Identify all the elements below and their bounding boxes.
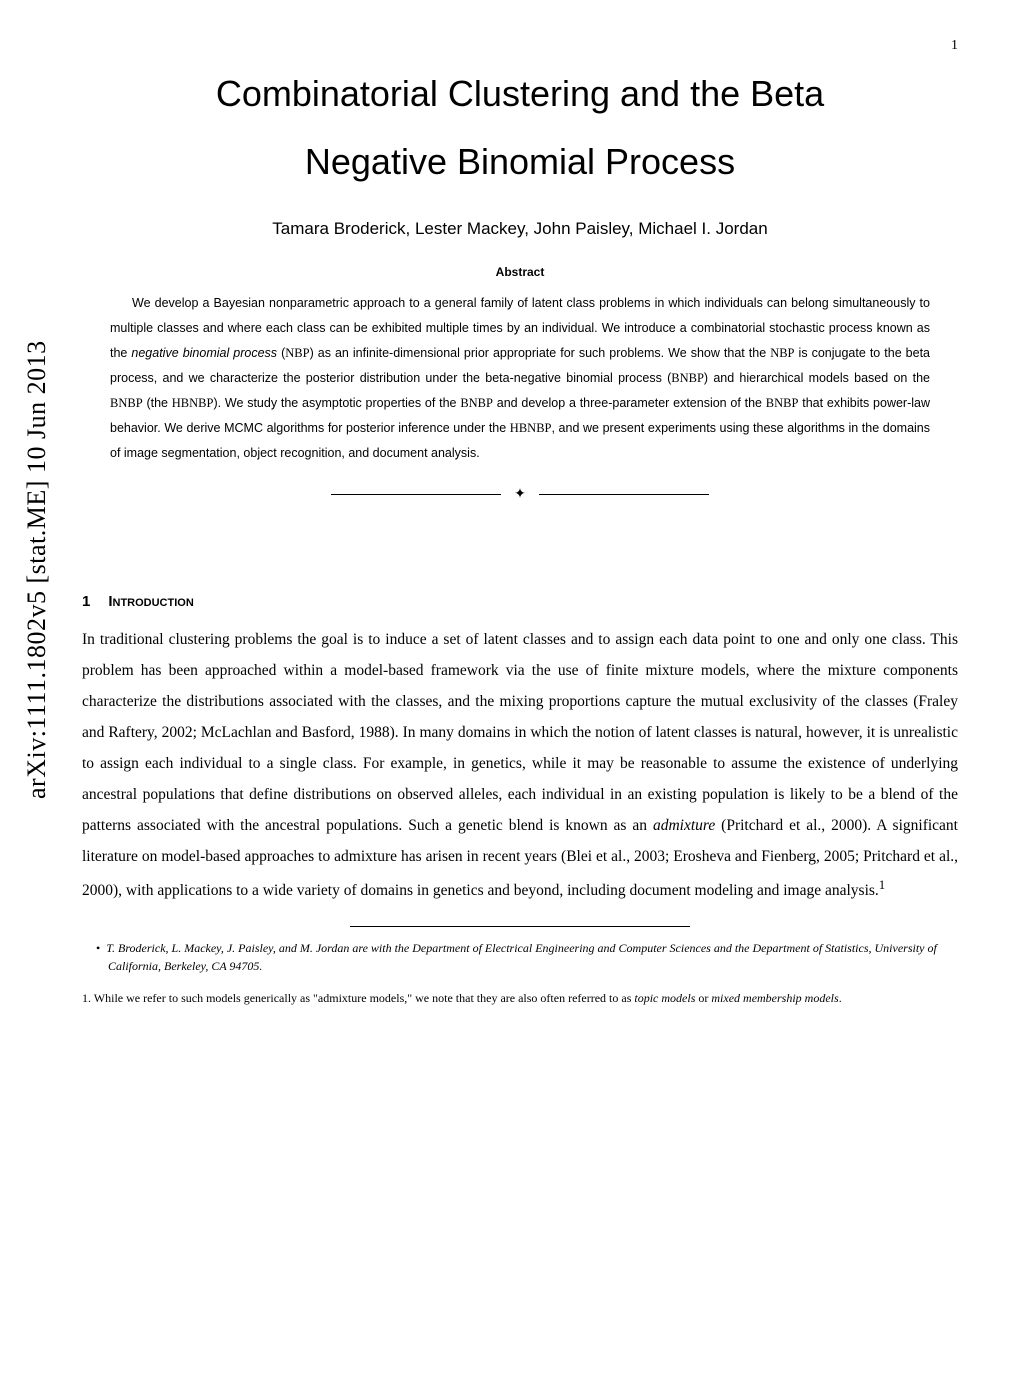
section-title: Introduction xyxy=(108,593,193,610)
abstract-text: (the xyxy=(143,396,172,410)
footnote-text: or xyxy=(695,991,711,1005)
abstract-acronym: HBNBP xyxy=(172,396,214,410)
separator-line xyxy=(331,494,501,495)
content-area: Combinatorial Clustering and the Beta Ne… xyxy=(82,60,958,1007)
abstract-text: ( xyxy=(277,346,285,360)
body-emphasis: admixture xyxy=(653,817,715,834)
title-line-2: Negative Binomial Process xyxy=(305,141,735,182)
footnote-marker: 1 xyxy=(879,877,885,892)
section-1-heading: 1 Introduction xyxy=(82,593,958,610)
section-number: 1 xyxy=(82,593,90,610)
separator-glyph: ✦ xyxy=(514,486,526,503)
abstract-body: We develop a Bayesian nonparametric appr… xyxy=(82,291,958,466)
abstract-acronym: BNBP xyxy=(671,371,704,385)
abstract-acronym: HBNBP xyxy=(510,421,552,435)
author-affiliation: • T. Broderick, L. Mackey, J. Paisley, an… xyxy=(82,939,958,975)
arxiv-identifier: arXiv:1111.1802v5 [stat.ME] 10 Jun 2013 xyxy=(22,340,52,799)
footnote-1: 1. While we refer to such models generic… xyxy=(82,989,958,1007)
footnote-emphasis: topic models xyxy=(634,991,695,1005)
abstract-text: ) and hierarchical models based on the xyxy=(704,371,930,385)
title-line-1: Combinatorial Clustering and the Beta xyxy=(216,73,824,114)
page-number: 1 xyxy=(951,38,958,54)
abstract-text: We develop a Bayesian nonparametric appr… xyxy=(132,296,763,310)
footnote-text: 1. While we refer to such models generic… xyxy=(82,991,634,1005)
abstract-text: and develop a three-parameter extension … xyxy=(493,396,766,410)
footnote-rule xyxy=(350,926,690,927)
introduction-paragraph: In traditional clustering problems the g… xyxy=(82,624,958,906)
authors-line: Tamara Broderick, Lester Mackey, John Pa… xyxy=(82,219,958,239)
abstract-heading: Abstract xyxy=(82,265,958,279)
bullet-icon: • xyxy=(96,941,100,955)
abstract-emphasis: negative binomial process xyxy=(131,346,277,360)
abstract-acronym: NBP xyxy=(770,346,794,360)
abstract-acronym: BNBP xyxy=(110,396,143,410)
paper-title: Combinatorial Clustering and the Beta Ne… xyxy=(82,60,958,197)
separator-line xyxy=(539,494,709,495)
footnote-text: . xyxy=(839,991,842,1005)
abstract-text: ). We study the asymptotic properties of… xyxy=(213,396,460,410)
separator: ✦ xyxy=(82,486,958,503)
body-text: In traditional clustering problems the g… xyxy=(82,631,958,834)
affiliation-text: T. Broderick, L. Mackey, J. Paisley, and… xyxy=(106,941,937,973)
footnote-emphasis: mixed membership models xyxy=(711,991,838,1005)
abstract-acronym: BNBP xyxy=(460,396,493,410)
footnotes-block: • T. Broderick, L. Mackey, J. Paisley, an… xyxy=(82,939,958,1007)
abstract-acronym: NBP xyxy=(285,346,309,360)
abstract-text: ) as an infinite-dimensional prior appro… xyxy=(310,346,771,360)
abstract-acronym: BNBP xyxy=(766,396,799,410)
